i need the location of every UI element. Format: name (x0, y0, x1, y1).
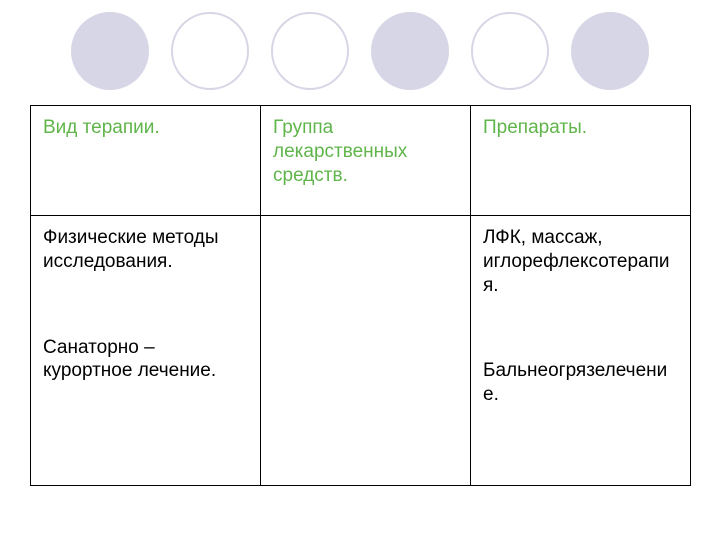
circle-6 (571, 12, 649, 90)
circle-3 (271, 12, 349, 90)
para-physical-methods: Физические методы исследования. (43, 226, 248, 274)
para-balneotherapy: Бальнеогрязелечени е. (483, 359, 678, 407)
header-cell-drug-group: Группа лекарственных средств. (261, 106, 471, 216)
header-cell-preparations: Препараты. (471, 106, 691, 216)
circle-4 (371, 12, 449, 90)
decor-circles (0, 12, 720, 102)
table-header-row: Вид терапии. Группа лекарственных средст… (31, 106, 691, 216)
para-lfk-massage: ЛФК, массаж, иглорефлексотерапи я. (483, 226, 678, 297)
circle-5 (471, 12, 549, 90)
therapy-table: Вид терапии. Группа лекарственных средст… (30, 105, 690, 486)
circle-1 (71, 12, 149, 90)
header-cell-therapy-type: Вид терапии. (31, 106, 261, 216)
table-body-row: Физические методы исследования. Санаторн… (31, 216, 691, 486)
body-cell-preparations: ЛФК, массаж, иглорефлексотерапи я. Бальн… (471, 216, 691, 486)
body-cell-therapy-type: Физические методы исследования. Санаторн… (31, 216, 261, 486)
body-cell-drug-group (261, 216, 471, 486)
circle-2 (171, 12, 249, 90)
para-spa-treatment: Санаторно – курортное лечение. (43, 336, 248, 384)
